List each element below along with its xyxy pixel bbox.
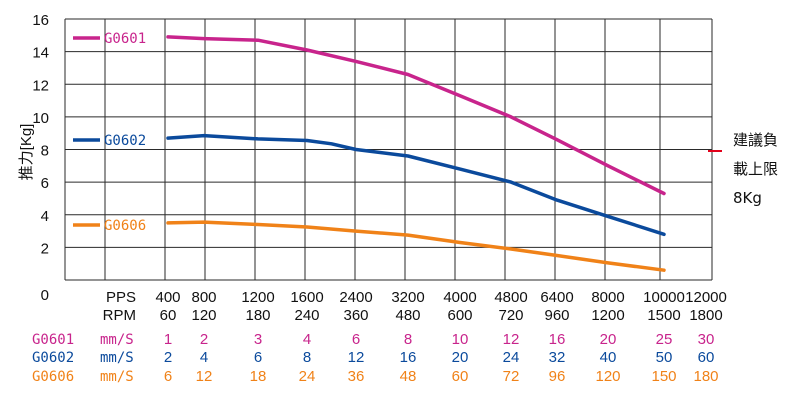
rpm-tick-label: 480 [395, 307, 420, 324]
chart-labels: G0601 G0602 G0606 [73, 31, 146, 234]
speed-value: 6 [352, 331, 360, 348]
y-tick-label: 0 [41, 287, 49, 304]
speed-value: 20 [452, 349, 469, 366]
speed-row-model-g0601: G0601 [32, 332, 74, 348]
speed-value: 2 [200, 331, 208, 348]
pps-label: PPS [106, 289, 136, 306]
pps-tick-label: 6400 [540, 289, 573, 306]
legend-label-g0606: G0606 [104, 218, 146, 234]
y-tick-label: 14 [32, 45, 49, 62]
legend-label-g0601: G0601 [104, 31, 146, 47]
series-line-g0606 [166, 220, 666, 272]
speed-value: 16 [400, 349, 417, 366]
speed-value: 40 [600, 349, 617, 366]
rpm-tick-label: 360 [343, 307, 368, 324]
load-limit-note-line-3: 8Kg [733, 189, 762, 207]
load-limit-marker [708, 150, 722, 152]
pps-tick-label: 800 [191, 289, 216, 306]
speed-value: 6 [254, 349, 262, 366]
load-limit-note-line-2: 載上限 [733, 160, 779, 178]
chart-grid [64, 18, 713, 281]
speed-value: 30 [698, 331, 715, 348]
pps-tick-label: 10000 [643, 289, 685, 306]
speed-row-model-g0606: G0606 [32, 369, 74, 385]
speed-value: 48 [400, 368, 417, 385]
speed-value: 24 [299, 368, 316, 385]
speed-value: 32 [549, 349, 566, 366]
speed-value: 60 [698, 349, 715, 366]
y-tick-label: 4 [41, 208, 49, 225]
speed-value: 2 [164, 349, 172, 366]
speed-row-model-g0602: G0602 [32, 350, 74, 366]
speed-value: 8 [303, 349, 311, 366]
rpm-tick-label: 60 [160, 307, 177, 324]
pps-tick-label: 1200 [241, 289, 274, 306]
y-tick-label: 6 [41, 175, 49, 192]
speed-value: 96 [549, 368, 566, 385]
load-limit-note-line-1: 建議負 [733, 131, 779, 149]
speed-value: 12 [348, 349, 365, 366]
series-line-g0601 [166, 35, 666, 196]
speed-value: 50 [656, 349, 673, 366]
rpm-tick-label: 180 [245, 307, 270, 324]
speed-value: 72 [503, 368, 520, 385]
chart-axes: 16 14 12 10 8 6 4 2 0 推力[Kg] [18, 12, 49, 304]
speed-value: 3 [254, 331, 262, 348]
speed-value: 20 [600, 331, 617, 348]
pps-tick-label: 400 [155, 289, 180, 306]
y-tick-label: 16 [32, 12, 49, 29]
legend-label-g0602: G0602 [104, 133, 146, 149]
speed-value: 150 [651, 368, 676, 385]
rpm-tick-label: 240 [294, 307, 319, 324]
speed-value: 4 [200, 349, 208, 366]
pps-tick-label: 2400 [339, 289, 372, 306]
speed-value: 12 [196, 368, 213, 385]
rpm-tick-label: 960 [544, 307, 569, 324]
speed-value: 36 [348, 368, 365, 385]
speed-row-unit: mm/S [100, 369, 134, 385]
rpm-tick-label: 1800 [689, 307, 722, 324]
speed-value: 18 [250, 368, 267, 385]
load-limit-note: 建議負 載上限 8Kg [733, 126, 793, 213]
speed-value: 12 [503, 331, 520, 348]
rpm-tick-label: 600 [447, 307, 472, 324]
pps-tick-label: 3200 [391, 289, 424, 306]
y-tick-label: 8 [41, 143, 49, 160]
speed-value: 4 [303, 331, 311, 348]
y-tick-label: 10 [32, 110, 49, 127]
speed-value: 25 [656, 331, 673, 348]
y-tick-label: 12 [32, 77, 49, 94]
chart-series [166, 35, 666, 272]
rpm-tick-label: 1200 [591, 307, 624, 324]
speed-value: 120 [595, 368, 620, 385]
pps-tick-label: 8000 [591, 289, 624, 306]
pps-tick-label: 1600 [290, 289, 323, 306]
speed-value: 8 [404, 331, 412, 348]
speed-value: 6 [164, 368, 172, 385]
speed-value: 60 [452, 368, 469, 385]
pps-tick-label: 4000 [443, 289, 476, 306]
y-tick-label: 2 [41, 240, 49, 257]
rpm-label: RPM [103, 307, 136, 324]
speed-value: 16 [549, 331, 566, 348]
series-line-g0602 [166, 133, 666, 237]
rpm-tick-label: 120 [191, 307, 216, 324]
rpm-tick-label: 720 [498, 307, 523, 324]
speed-value: 180 [693, 368, 718, 385]
speed-row-unit: mm/S [100, 350, 134, 366]
speed-value: 1 [164, 331, 172, 348]
y-axis-label: 推力[Kg] [18, 124, 35, 181]
speed-value: 24 [503, 349, 520, 366]
speed-value: 10 [452, 331, 469, 348]
pps-tick-label: 12000 [685, 289, 727, 306]
rpm-tick-label: 1500 [647, 307, 680, 324]
pps-tick-label: 4800 [494, 289, 527, 306]
speed-row-unit: mm/S [100, 332, 134, 348]
